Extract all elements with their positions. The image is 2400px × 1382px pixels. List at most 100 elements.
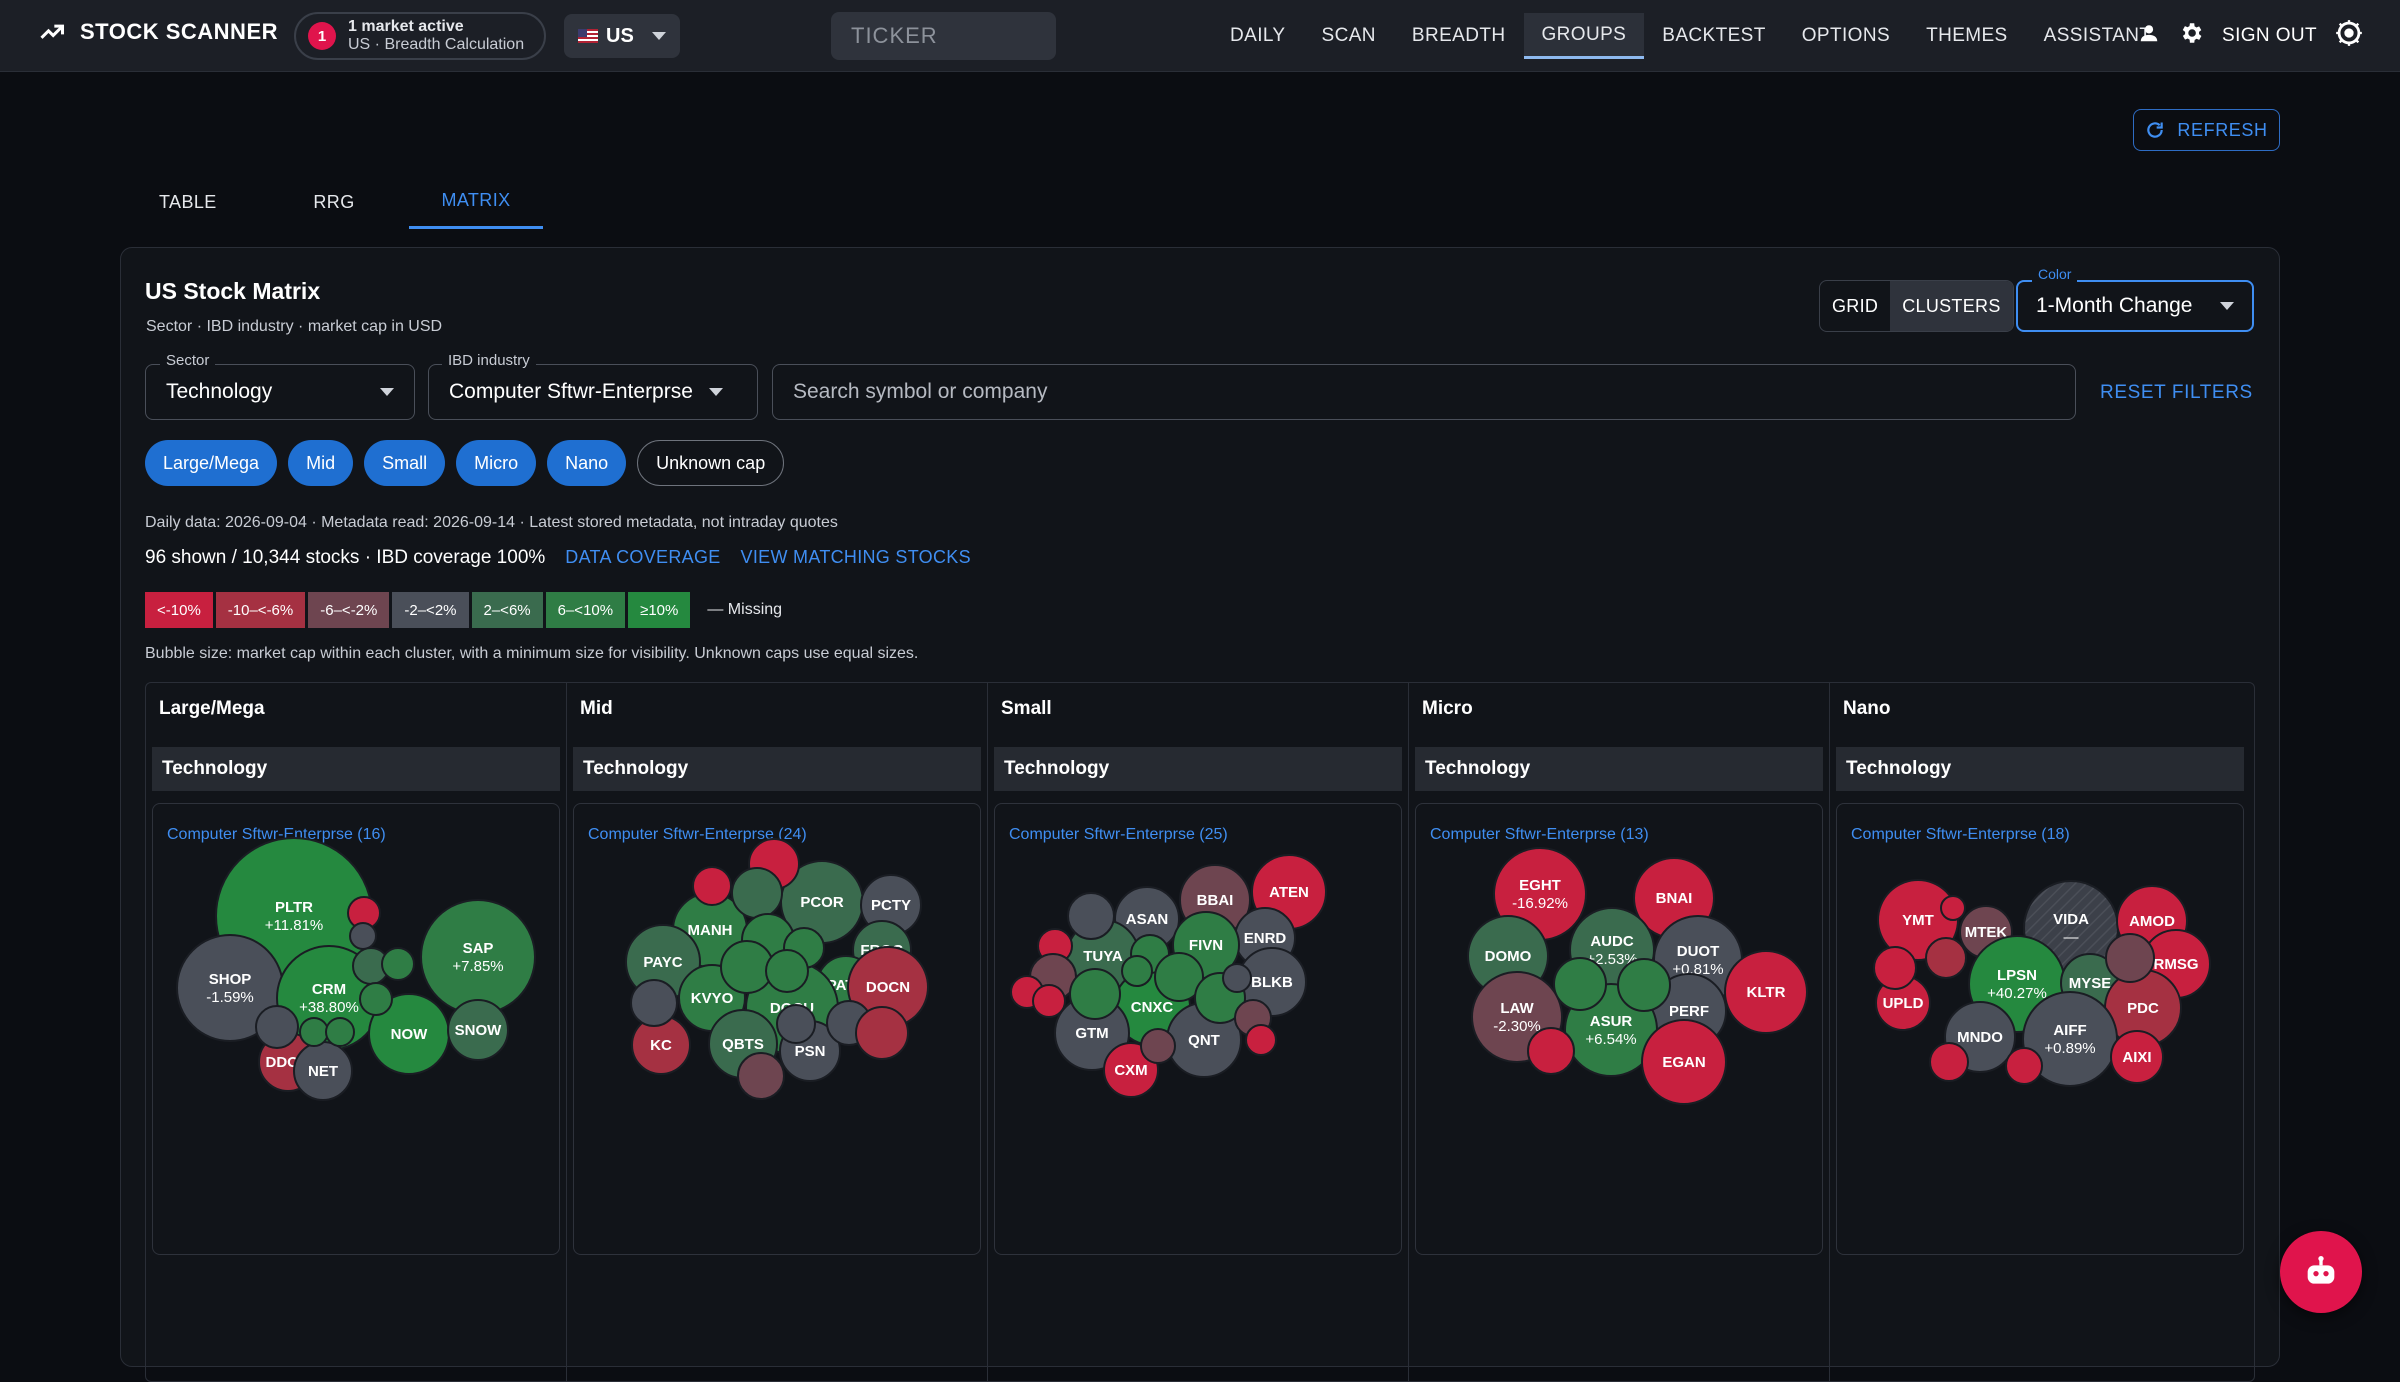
nav-daily[interactable]: DAILY xyxy=(1230,25,1286,46)
cap-chip-large-mega[interactable]: Large/Mega xyxy=(145,440,278,486)
bubble-ticker-label: DUOT xyxy=(1677,943,1720,960)
stock-bubble[interactable] xyxy=(855,1006,909,1060)
stock-bubble[interactable] xyxy=(1617,958,1671,1012)
stock-bubble[interactable]: SHOP-1.59% xyxy=(176,934,284,1042)
clusters-mode-button[interactable]: CLUSTERS xyxy=(1890,281,2013,331)
cluster-title-link[interactable]: Computer Sftwr-Enterprse (16) xyxy=(167,826,386,843)
view-matching-stocks-link[interactable]: VIEW MATCHING STOCKS xyxy=(740,547,971,567)
stock-bubble[interactable] xyxy=(765,949,809,993)
symbol-search-input[interactable] xyxy=(772,364,2076,420)
cluster-title-link[interactable]: Computer Sftwr-Enterprse (13) xyxy=(1430,826,1649,843)
stock-bubble[interactable] xyxy=(720,940,774,994)
industry-select-label: IBD industry xyxy=(442,352,536,369)
stock-bubble[interactable] xyxy=(1873,946,1917,990)
stock-bubble[interactable]: BLKB xyxy=(1237,947,1307,1017)
nav-breadth[interactable]: BREADTH xyxy=(1411,25,1506,46)
bubble-circle xyxy=(1641,1019,1727,1105)
nav-scan[interactable]: SCAN xyxy=(1321,25,1376,46)
stock-bubble[interactable]: AIXI xyxy=(2110,1030,2164,1084)
stock-bubble[interactable] xyxy=(255,1005,299,1049)
matrix-column-divider xyxy=(566,682,567,1382)
bubble-ticker-label: VIDA xyxy=(2053,911,2089,928)
stock-bubble[interactable] xyxy=(737,1052,785,1100)
stock-bubble[interactable] xyxy=(1069,968,1121,1020)
cap-chip-unknown-cap[interactable]: Unknown cap xyxy=(637,440,785,486)
bubble-circle xyxy=(420,899,536,1015)
stock-bubble[interactable]: SNOW xyxy=(447,999,509,1061)
settings-gear-icon[interactable] xyxy=(2178,20,2204,52)
color-legend: <-10% -10–<-6% -6–<-2% -2–<2% 2–<6% 6–<10% ≥10… xyxy=(145,592,782,628)
stock-bubble[interactable] xyxy=(299,1017,329,1047)
nav-options[interactable]: OPTIONS xyxy=(1801,25,1891,46)
assistant-fab-button[interactable] xyxy=(2280,1231,2362,1313)
stock-bubble[interactable] xyxy=(1245,1024,1277,1056)
stock-bubble[interactable] xyxy=(1154,952,1204,1002)
ticker-input[interactable] xyxy=(831,12,1056,60)
stock-bubble[interactable] xyxy=(1553,957,1607,1011)
theme-toggle-icon[interactable] xyxy=(2335,19,2363,53)
stock-bubble[interactable] xyxy=(381,947,415,981)
cluster-title-link[interactable]: Computer Sftwr-Enterprse (18) xyxy=(1851,826,2070,843)
stock-bubble[interactable] xyxy=(1032,984,1066,1018)
sector-header: Technology xyxy=(573,747,981,791)
stock-bubble[interactable] xyxy=(2005,1047,2043,1085)
stock-bubble[interactable] xyxy=(2105,933,2155,983)
sector-select[interactable]: Technology xyxy=(145,364,415,420)
stock-bubble[interactable] xyxy=(1527,1027,1575,1075)
cap-chip-micro[interactable]: Micro xyxy=(456,440,537,486)
person-icon[interactable] xyxy=(2138,22,2160,50)
bubble-ticker-label: BLKB xyxy=(1251,974,1293,991)
cluster-title-link[interactable]: Computer Sftwr-Enterprse (24) xyxy=(588,826,807,843)
cap-chip-small[interactable]: Small xyxy=(364,440,446,486)
sector-header: Technology xyxy=(1415,747,1823,791)
color-metric-select[interactable]: 1-Month Change xyxy=(2016,280,2254,332)
legend-bin: -2–<2% xyxy=(392,592,469,628)
stock-bubble[interactable] xyxy=(1929,1042,1969,1082)
refresh-button[interactable]: REFRESH xyxy=(2133,109,2280,151)
industry-select[interactable]: Computer Sftwr-Enterprse xyxy=(428,364,758,420)
nav-backtest[interactable]: BACKTEST xyxy=(1662,25,1766,46)
cluster-title-link[interactable]: Computer Sftwr-Enterprse (25) xyxy=(1009,826,1228,843)
stock-bubble[interactable] xyxy=(731,867,783,919)
stock-bubble[interactable] xyxy=(630,979,678,1027)
stock-bubble[interactable] xyxy=(359,982,393,1016)
stock-bubble[interactable]: UPLD xyxy=(1875,975,1931,1031)
cap-chip-mid[interactable]: Mid xyxy=(288,440,354,486)
stock-bubble[interactable] xyxy=(1940,895,1966,921)
reset-filters-button[interactable]: RESET FILTERS xyxy=(2100,382,2253,403)
stock-bubble[interactable] xyxy=(1140,1028,1176,1064)
stock-bubble[interactable] xyxy=(776,1004,816,1044)
stock-bubble[interactable]: SAP+7.85% xyxy=(420,899,536,1015)
stock-bubble[interactable] xyxy=(325,1017,355,1047)
stock-bubble[interactable]: NET xyxy=(293,1041,353,1101)
stock-bubble[interactable] xyxy=(1121,955,1153,987)
bubble-ticker-label: MTEK xyxy=(1965,924,2008,941)
nav-groups[interactable]: GROUPS xyxy=(1523,13,1645,59)
app-brand[interactable]: STOCK SCANNER xyxy=(38,18,278,46)
tab-matrix[interactable]: MATRIX xyxy=(409,175,543,229)
bubble-ticker-label: AIXI xyxy=(2122,1049,2151,1066)
bubble-ticker-label: TUYA xyxy=(1083,948,1123,965)
data-coverage-link[interactable]: DATA COVERAGE xyxy=(565,547,721,567)
bubble-change-label: +40.27% xyxy=(1987,985,2047,1002)
nav-assistant[interactable]: ASSISTANT xyxy=(2043,25,2152,46)
stock-bubble[interactable] xyxy=(1222,963,1252,993)
sign-out-link[interactable]: SIGN OUT xyxy=(2222,25,2318,46)
stock-bubble[interactable] xyxy=(692,866,732,906)
nav-themes[interactable]: THEMES xyxy=(1926,25,2008,46)
market-status-pill[interactable]: 1 1 market active US · Breadth Calculati… xyxy=(294,12,546,60)
bubble-circle xyxy=(299,1017,329,1047)
stock-bubble[interactable]: NOW xyxy=(368,993,450,1075)
stock-bubble[interactable] xyxy=(1925,937,1967,979)
stock-bubble[interactable]: KLTR xyxy=(1724,950,1808,1034)
cap-chip-nano[interactable]: Nano xyxy=(547,440,627,486)
market-select[interactable]: US xyxy=(564,14,680,58)
bubble-circle xyxy=(2005,1047,2043,1085)
grid-mode-button[interactable]: GRID xyxy=(1832,295,1879,316)
tab-table[interactable]: TABLE xyxy=(159,191,217,212)
stock-bubble[interactable] xyxy=(349,922,377,950)
stock-bubble[interactable]: EGAN xyxy=(1641,1019,1727,1105)
stock-bubble[interactable]: PCOR xyxy=(780,860,864,944)
tab-rrg[interactable]: RRG xyxy=(313,191,355,212)
stock-bubble[interactable] xyxy=(1067,892,1115,940)
